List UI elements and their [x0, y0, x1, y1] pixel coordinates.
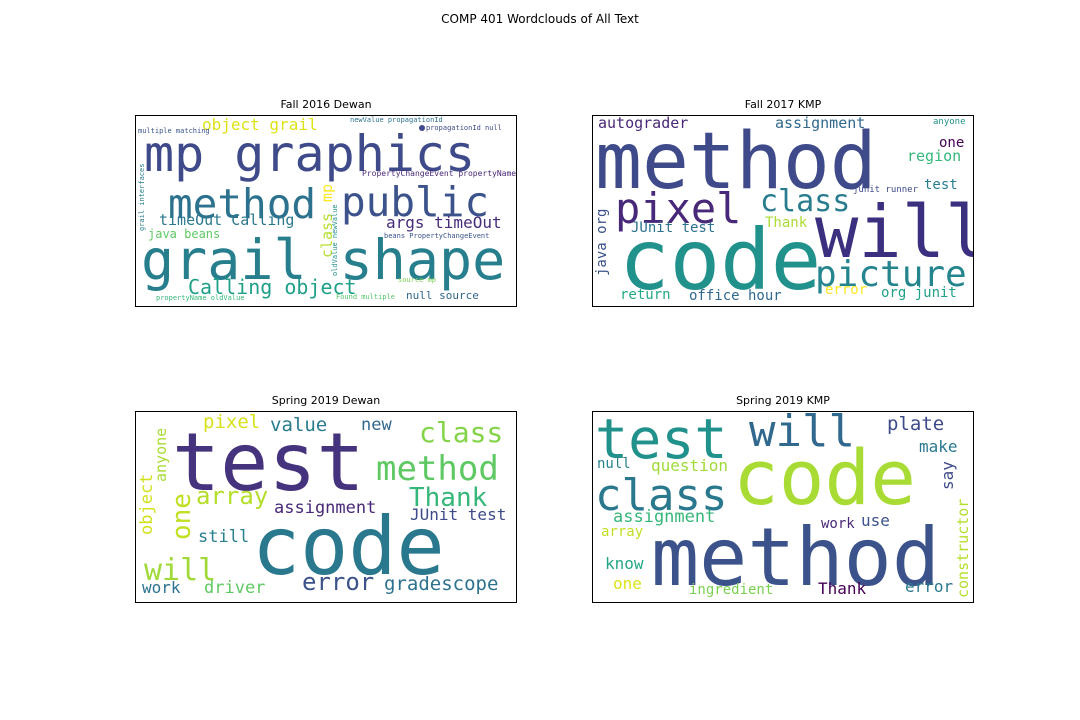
cloud-word: say	[938, 461, 957, 490]
cloud-word: one	[939, 135, 964, 151]
cloud-word: pixel	[203, 412, 260, 433]
wordcloud-svg-2: test code method class array Thank will …	[137, 412, 506, 598]
panel-title-spring-2019-dewan: Spring 2019 Dewan	[271, 394, 381, 407]
figure-suptitle: COMP 401 Wordclouds of All Text	[441, 12, 639, 26]
cloud-word: will	[749, 412, 855, 457]
cloud-word: Thank	[818, 579, 867, 598]
cloud-word: method	[168, 180, 316, 228]
cloud-word: anyone	[933, 117, 966, 127]
cloud-word: test	[172, 416, 365, 509]
cloud-word: value	[270, 414, 327, 436]
cloud-word: use	[861, 511, 890, 530]
cloud-word: object grail	[202, 116, 318, 134]
cloud-word: Thank	[409, 483, 488, 513]
cloud-word: assignment	[775, 116, 865, 132]
cloud-word: one	[613, 574, 642, 593]
cloud-word: error	[302, 568, 374, 596]
cloud-word: method	[651, 511, 940, 602]
cloud-word: work	[821, 516, 855, 532]
cloud-word: plate	[887, 413, 944, 435]
cloud-word: return	[620, 287, 671, 303]
cloud-word: assignment	[613, 507, 715, 527]
cloud-word: array	[196, 482, 268, 510]
cloud-word: multiple matching	[138, 127, 210, 135]
cloud-word: driver	[204, 578, 265, 598]
cloud-word: java beans	[148, 227, 220, 241]
cloud-word: code	[619, 211, 821, 306]
cloud-word: region	[907, 147, 961, 165]
cloud-word: array	[601, 524, 643, 540]
cloud-word: grail interfaces	[138, 164, 146, 231]
panel-title-fall-2016-dewan: Fall 2016 Dewan	[280, 98, 372, 111]
cloud-word: still	[198, 527, 249, 547]
cloud-word: autograder	[598, 116, 688, 132]
cloud-word: pixel	[615, 184, 741, 233]
cloud-word: public	[341, 178, 489, 226]
wordcloud-svg-0: mp graphics grail shape method public Ca…	[138, 116, 516, 302]
panel-title-fall-2017-kmp: Fall 2017 KMP	[744, 98, 822, 111]
cloud-word: null source	[406, 289, 479, 302]
cloud-dot	[419, 125, 425, 131]
cloud-word: class	[595, 470, 727, 521]
cloud-word: mp	[318, 184, 336, 202]
cloud-word: class	[419, 416, 503, 449]
cloud-word: newValue propagationId	[350, 116, 443, 124]
cloud-word: timeOut Calling	[159, 211, 294, 229]
panel-title-spring-2019-kmp: Spring 2019 KMP	[736, 394, 830, 407]
cloud-word: propagationId null	[426, 124, 502, 132]
cloud-word: java org	[594, 209, 610, 276]
cloud-word: oldValue newValue	[331, 204, 339, 276]
cloud-word: Calling object	[188, 275, 357, 299]
wordcloud-spring-2019-dewan: test code method class array Thank will …	[135, 411, 517, 603]
cloud-word: mp graphics	[144, 125, 475, 183]
cloud-word: beans PropertyChangeEvent	[384, 232, 489, 240]
cloud-word: class	[318, 213, 336, 258]
cloud-word: source mp	[398, 276, 436, 284]
wordcloud-svg-3: code method test class will plate make s…	[595, 412, 972, 602]
cloud-word: assignment	[274, 498, 376, 518]
cloud-word: Thank	[765, 215, 808, 231]
cloud-word: org junit	[881, 285, 957, 301]
cloud-word: class	[760, 184, 850, 219]
cloud-word: one	[167, 493, 197, 540]
cloud-word: picture	[815, 254, 967, 295]
cloud-word: ingredient	[689, 582, 773, 598]
cloud-word: object	[137, 474, 157, 535]
cloud-word: will	[144, 553, 216, 588]
cloud-word: method	[595, 117, 877, 207]
cloud-word: know	[605, 554, 644, 573]
cloud-word: code	[252, 500, 445, 593]
wordcloud-fall-2017-kmp: method code will pixel picture class aut…	[592, 115, 974, 307]
cloud-word: propertyName oldValue	[156, 294, 245, 302]
cloud-word: error	[825, 282, 867, 298]
cloud-word: Found multiple	[336, 293, 395, 301]
cloud-word: office hour	[689, 288, 782, 304]
cloud-word: PropertyChangeEvent propertyName	[362, 169, 516, 178]
cloud-word: JUnit test	[410, 505, 506, 524]
cloud-word: code	[733, 433, 916, 522]
cloud-word: work	[142, 578, 181, 597]
cloud-word: grail shape	[141, 228, 505, 292]
cloud-word: test	[595, 412, 727, 471]
cloud-word: question	[651, 456, 728, 475]
cloud-word: args timeOut	[386, 213, 502, 232]
cloud-word: test	[924, 177, 958, 193]
cloud-word: null	[597, 456, 631, 472]
cloud-word: constructor	[954, 499, 972, 598]
wordcloud-spring-2019-kmp: code method test class will plate make s…	[592, 411, 974, 603]
cloud-word: will	[815, 190, 973, 274]
cloud-word: new	[361, 415, 392, 435]
cloud-word: junit runner	[853, 185, 919, 195]
cloud-word: make	[919, 437, 958, 456]
cloud-word: JUnit test	[631, 220, 715, 236]
cloud-word: gradescope	[384, 573, 498, 595]
cloud-word: method	[376, 449, 499, 489]
cloud-word: error	[905, 577, 954, 596]
cloud-word: anyone	[152, 428, 170, 482]
wordcloud-fall-2016-dewan: mp graphics grail shape method public Ca…	[135, 115, 517, 307]
wordcloud-svg-1: method code will pixel picture class aut…	[594, 116, 973, 306]
